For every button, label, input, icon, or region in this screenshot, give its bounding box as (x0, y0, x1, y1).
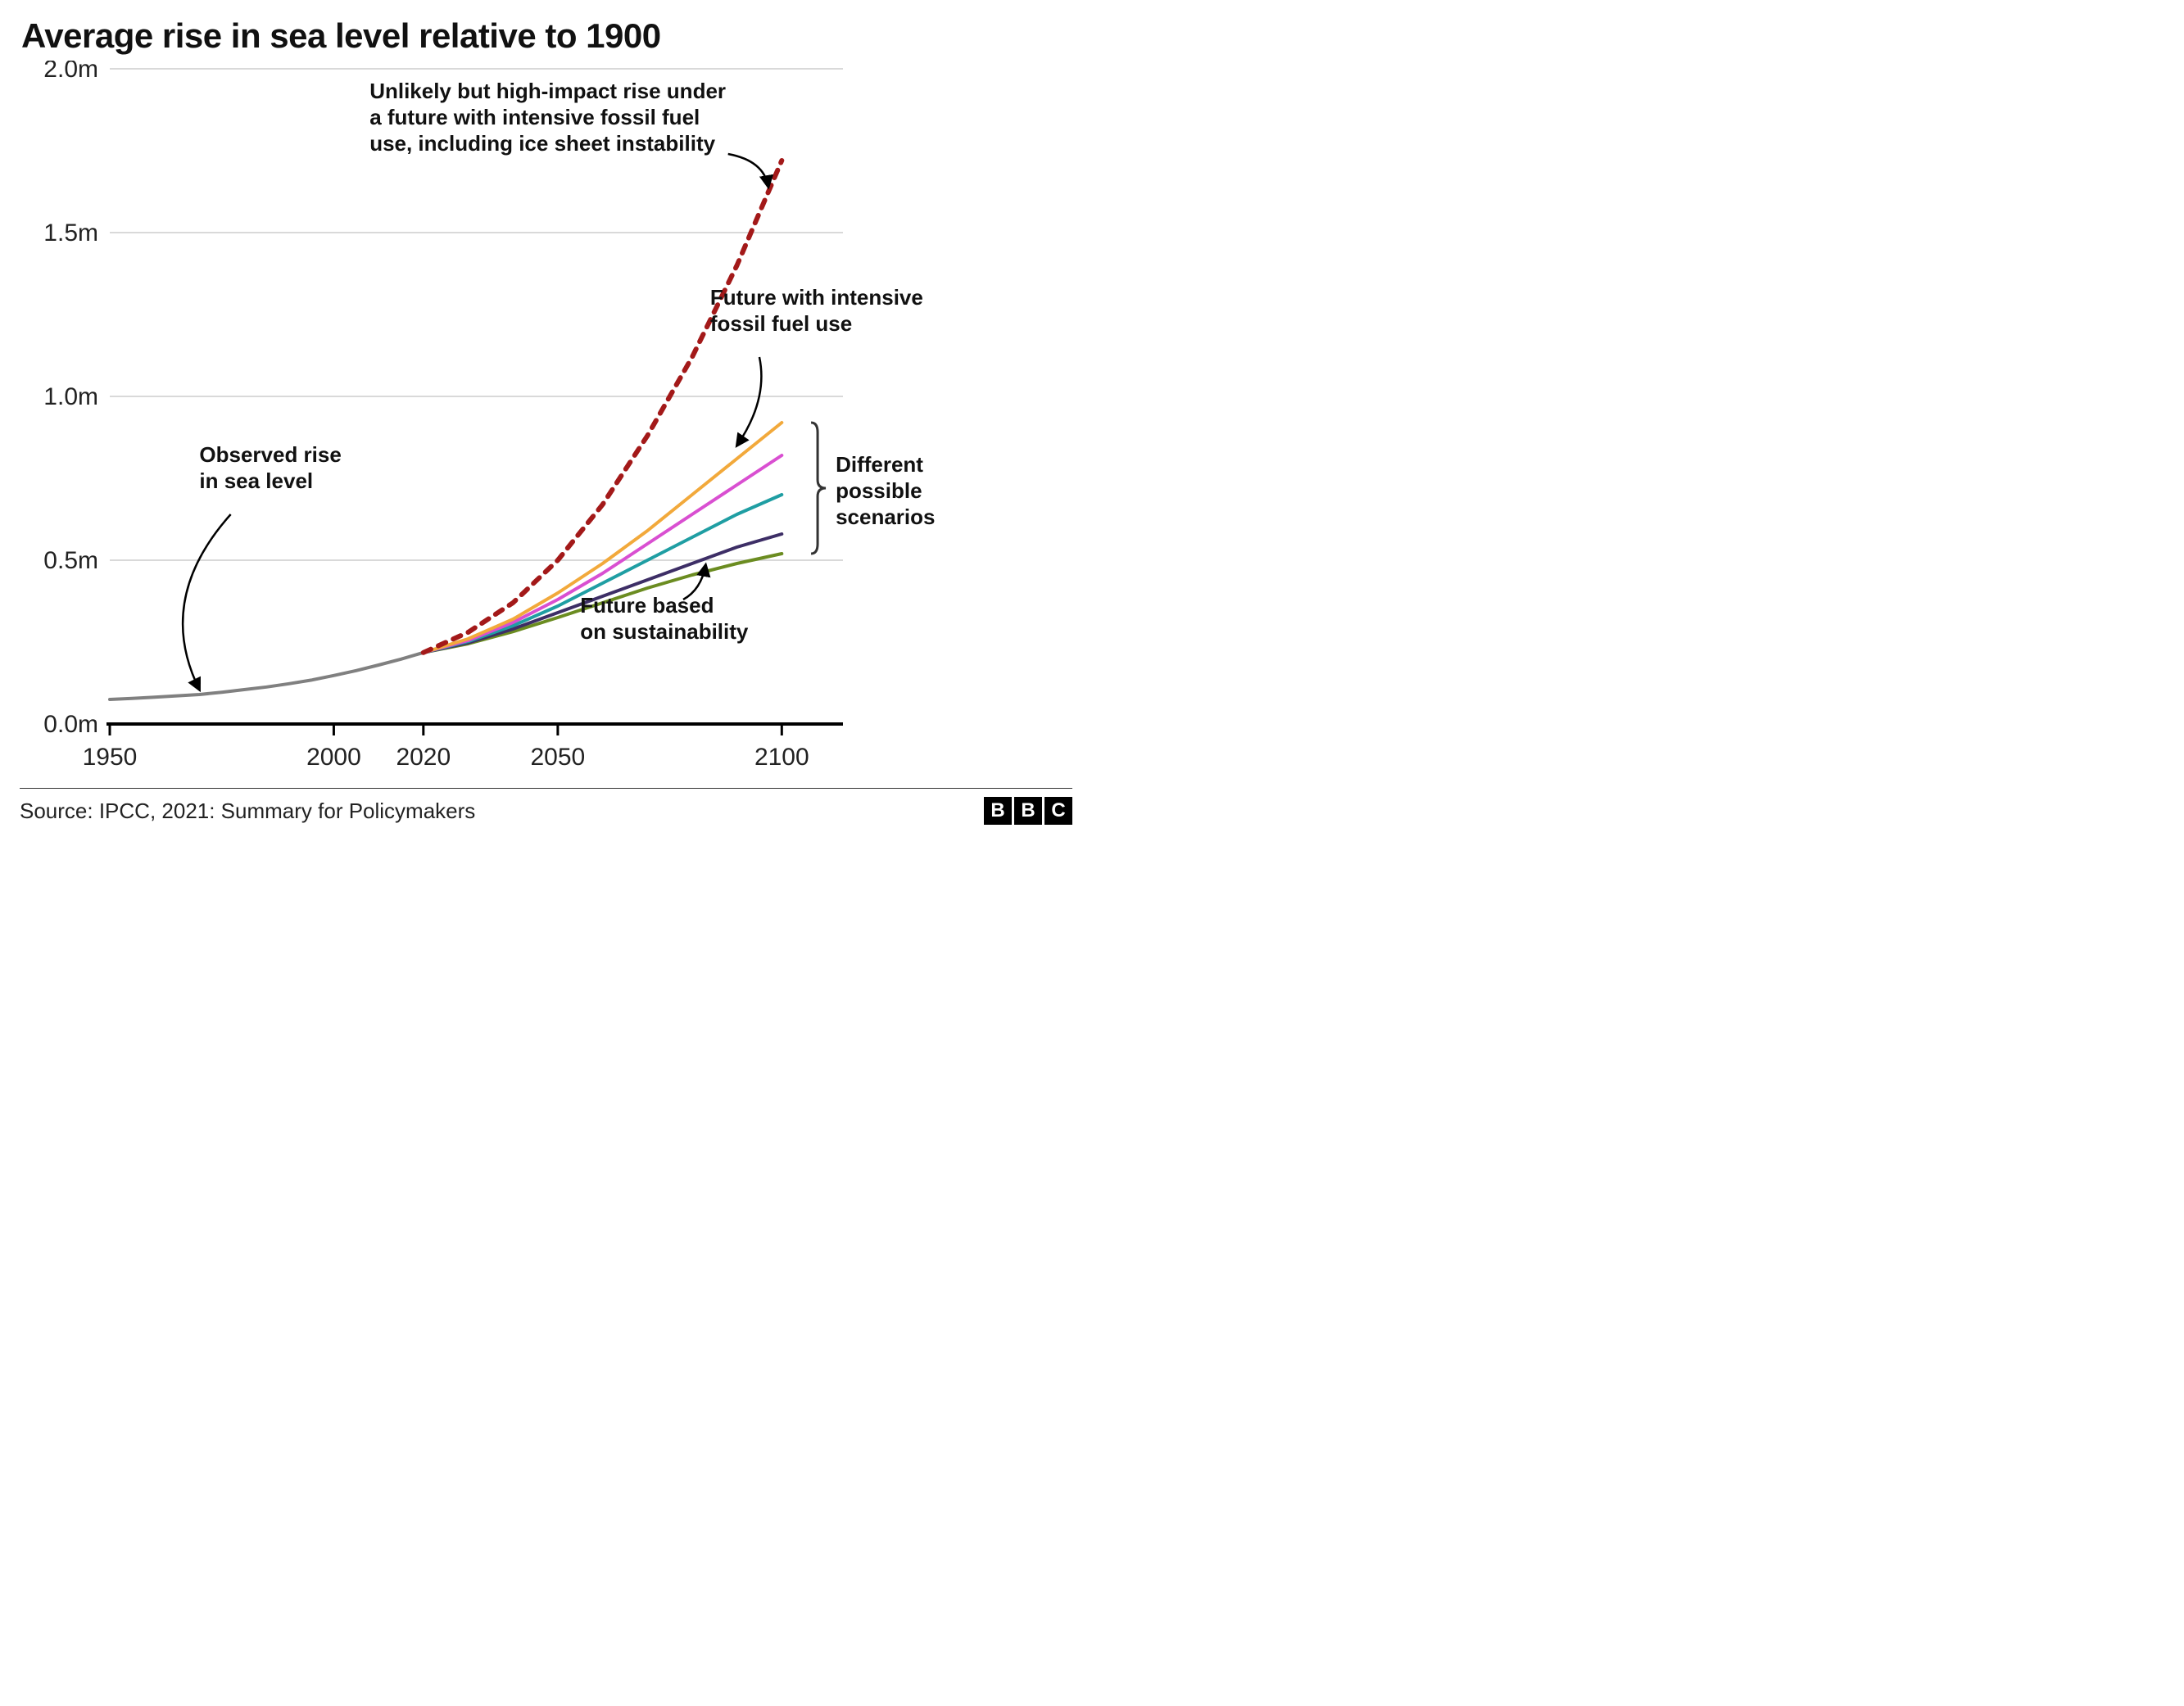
bracket-label: possible (836, 478, 922, 503)
y-tick-label: 1.0m (43, 383, 98, 410)
bbc-logo: B B C (984, 797, 1072, 825)
series-observed (110, 653, 424, 699)
x-tick-label: 2000 (306, 744, 361, 771)
annotation-observed-text: Observed rise (199, 442, 341, 467)
x-tick-label: 2100 (754, 744, 809, 771)
annotation-intensive_fossil-text: fossil fuel use (710, 311, 852, 336)
x-tick-label: 1950 (83, 744, 138, 771)
annotation-sustainability-text: on sustainability (580, 619, 749, 644)
scenarios-bracket (811, 423, 826, 554)
bbc-logo-b2: B (1014, 797, 1042, 825)
annotation-high_impact-text: a future with intensive fossil fuel (369, 105, 700, 129)
series-high_impact_dashed (424, 161, 782, 653)
annotation-high_impact-arrow (728, 154, 768, 187)
y-tick-label: 0.5m (43, 547, 98, 574)
annotation-high_impact-text: use, including ice sheet instability (369, 131, 715, 156)
y-tick-label: 2.0m (43, 61, 98, 83)
y-tick-label: 1.5m (43, 219, 98, 247)
annotation-intensive_fossil-text: Future with intensive (710, 285, 923, 310)
series-ssp5_orange (424, 423, 782, 653)
annotation-intensive_fossil-arrow (737, 357, 762, 446)
annotation-observed-text: in sea level (199, 468, 313, 493)
bracket-label: scenarios (836, 505, 935, 529)
bbc-logo-b1: B (984, 797, 1012, 825)
annotation-sustainability-text: Future based (580, 593, 714, 618)
chart-plot-area: 0.0m 0.5m 1.0m 1.5m 2.0m 1950 2000 2020 2050 2100… (20, 61, 1072, 781)
chart-title: Average rise in sea level relative to 19… (21, 16, 1072, 56)
x-tick-label: 2050 (531, 744, 586, 771)
annotation-observed-arrow (183, 514, 231, 690)
bbc-logo-c: C (1044, 797, 1072, 825)
chart-container: Average rise in sea level relative to 19… (0, 0, 1092, 835)
bracket-label: Different (836, 452, 923, 477)
source-text: Source: IPCC, 2021: Summary for Policyma… (20, 799, 475, 824)
x-tick-label: 2020 (396, 744, 451, 771)
chart-svg: 0.0m 0.5m 1.0m 1.5m 2.0m 1950 2000 2020 2050 2100… (20, 61, 1072, 781)
y-tick-label: 0.0m (43, 711, 98, 738)
chart-footer: Source: IPCC, 2021: Summary for Policyma… (20, 788, 1072, 825)
annotation-high_impact-text: Unlikely but high-impact rise under (369, 79, 726, 103)
